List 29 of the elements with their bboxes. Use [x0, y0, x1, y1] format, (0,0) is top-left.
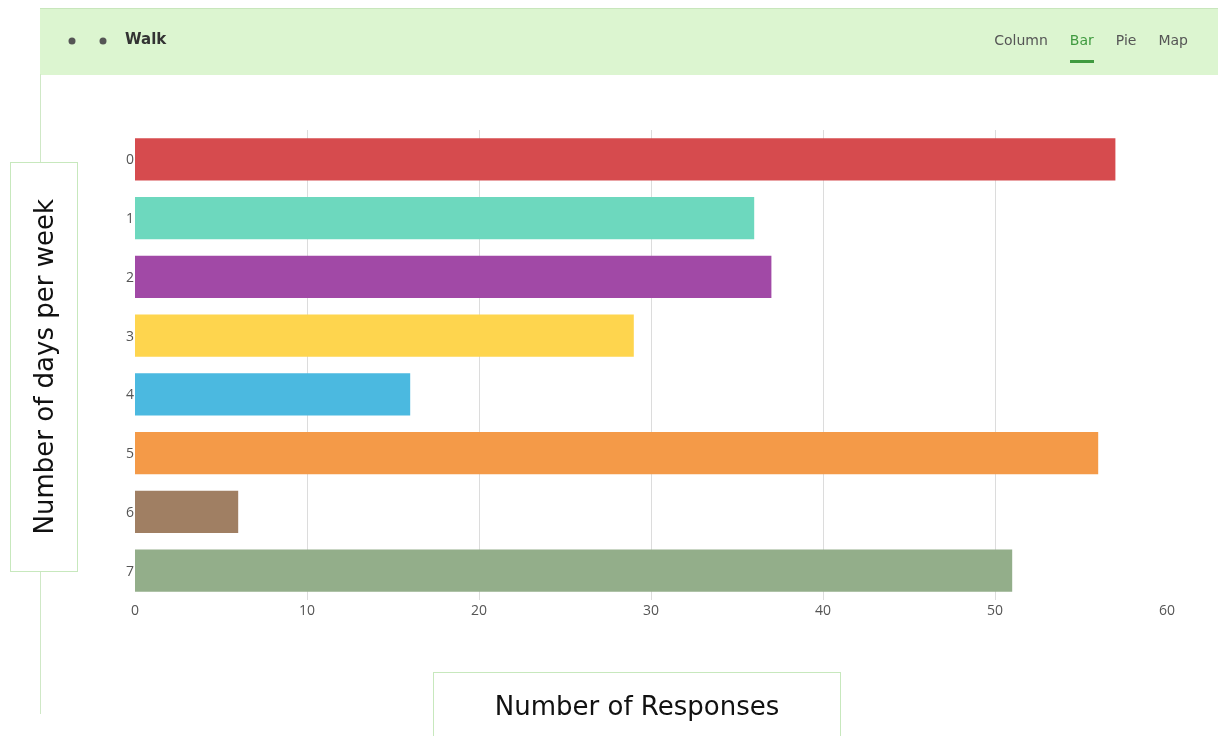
- x-tick-label: 20: [470, 600, 488, 619]
- text: Map: [1158, 32, 1188, 50]
- bar: [135, 138, 1116, 181]
- y-tick-label: 6: [125, 501, 134, 521]
- bar: [135, 490, 239, 534]
- y-tick-label: 4: [125, 384, 134, 404]
- y-tick-label: 3: [125, 325, 134, 345]
- y-tick-label: 5: [125, 443, 134, 463]
- bar: [135, 373, 411, 416]
- chart-title: Walk: [125, 30, 167, 48]
- text: Bar: [1069, 32, 1094, 63]
- bar: [135, 549, 1013, 592]
- x-tick-label: 60: [1158, 600, 1176, 619]
- y-tick-label: 7: [125, 560, 134, 580]
- bar: [135, 431, 1099, 475]
- y-tick-label: 1: [125, 208, 134, 228]
- x-axis-title: Number of Responses: [433, 672, 841, 736]
- bar: [135, 196, 755, 240]
- y-tick-label: 0: [125, 149, 134, 169]
- bar: [135, 314, 634, 357]
- x-tick-label: 50: [986, 600, 1004, 619]
- bar: [135, 255, 772, 299]
- text: Pie: [1115, 32, 1137, 50]
- x-tick-label: 30: [642, 600, 660, 619]
- x-tick-label: 40: [814, 600, 832, 619]
- text: Column: [994, 32, 1048, 50]
- y-tick-label: 2: [125, 266, 134, 286]
- y-axis-title: Number of days per week: [29, 199, 59, 535]
- x-tick-label: 10: [298, 600, 316, 619]
